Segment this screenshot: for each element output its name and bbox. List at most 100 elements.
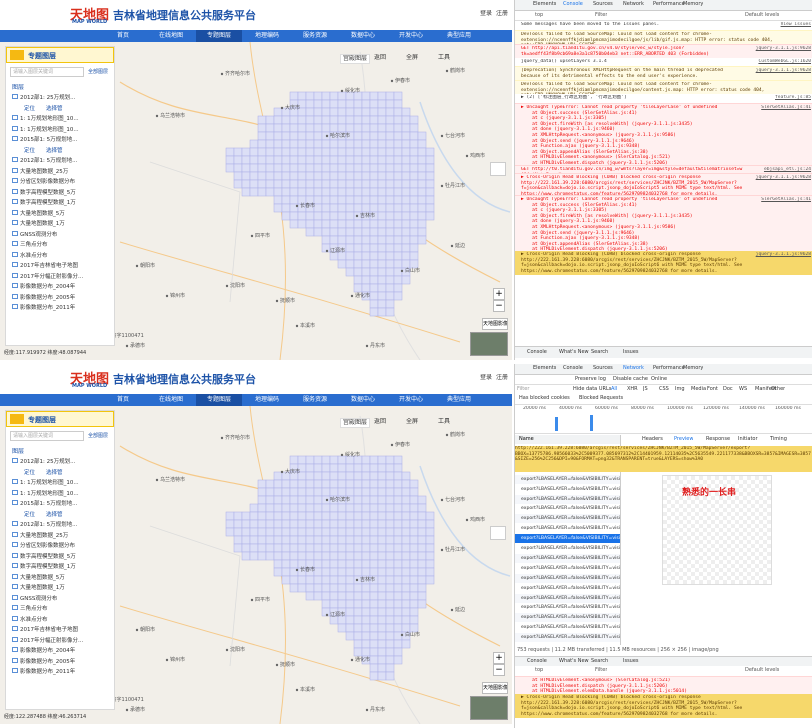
layer-checkbox[interactable] [12,167,18,173]
preview-tab[interactable]: Timing [770,436,787,442]
drawer-tab[interactable]: Console [527,658,547,664]
devtools-tab[interactable]: Elements [533,365,557,371]
layer-checkbox[interactable] [12,584,18,589]
header-link[interactable]: 注册 [496,374,509,381]
filter-option[interactable]: Doc [723,386,733,392]
preview-tab[interactable]: Initiator [738,436,758,442]
nav-item[interactable]: 开发中心 [398,396,423,403]
layer-action[interactable]: 选择管 [46,511,63,518]
layer-name[interactable]: 大量地图数据_1万 [20,221,65,227]
nav-item[interactable]: 数据中心 [350,396,375,403]
request-row[interactable]: export?LBASELAYER=false&VISIBILITY=visi.… [521,585,621,591]
layer-name[interactable]: 2017年吉林省电子地图 [20,627,78,633]
request-row[interactable]: export?LBASELAYER=false&VISIBILITY=visi.… [515,633,620,643]
devtools-tab[interactable]: Network [623,1,644,7]
drawer-tab[interactable]: What's New [559,658,589,664]
search-button[interactable]: 全部图层 [88,433,109,439]
layer-checkbox[interactable] [12,458,18,463]
layer-name[interactable]: 1: 1万规划地形图_10... [20,126,79,133]
nav-item[interactable]: 专题图层 [196,30,242,42]
layer-checkbox[interactable] [12,230,18,236]
request-row[interactable]: export?LBASELAYER=false&VISIBILITY=visi.… [521,526,621,532]
message-source[interactable]: jquery-3.1.1.js:9628 [755,252,811,257]
nav-item[interactable]: 在线地图 [158,32,183,39]
nav-item[interactable]: 服务资源 [302,396,327,403]
map-tool[interactable]: 工具 [438,418,451,425]
request-row[interactable]: export?LBASELAYER=false&VISIBILITY=visi.… [521,506,621,512]
drawer-tab[interactable]: Console [527,349,547,355]
zoom-out[interactable]: − [493,664,505,676]
map-tool[interactable]: 全屏 [406,418,419,425]
request-row[interactable]: export?LBASELAYER=false&VISIBILITY=visi.… [515,534,620,544]
nav-item[interactable]: 典型应用 [446,396,471,403]
layer-name[interactable]: 分省区划影像数据分布 [20,543,76,549]
request-row[interactable]: export?LBASELAYER=false&VISIBILITY=visi.… [515,613,620,623]
devtools-tab[interactable]: Performance [653,1,685,7]
layer-name[interactable]: 2012部1: 5万规划地... [20,158,78,164]
drawer-toolbar-item[interactable]: top [535,667,544,673]
nav-item[interactable]: 典型应用 [446,32,471,39]
zoom-in[interactable]: + [493,652,505,664]
layer-checkbox[interactable] [12,542,18,547]
map-tool[interactable]: 宫殿图层 [340,418,371,428]
devtools-tab[interactable]: Memory [683,365,704,371]
nav-item[interactable]: 服务资源 [302,32,327,39]
request-row[interactable]: export?LBASELAYER=false&VISIBILITY=visi.… [521,546,621,551]
layer-checkbox[interactable] [12,251,18,257]
filter-option[interactable]: WS [739,386,748,392]
layer-action[interactable]: 定位 [24,469,36,476]
layer-name[interactable]: 2017年分幅正射影像分... [20,273,84,280]
request-row[interactable]: export?LBASELAYER=false&VISIBILITY=visi.… [515,593,620,603]
layer-name[interactable]: 数字高程模型数据_1万 [20,564,76,570]
request-row[interactable]: export?LBASELAYER=false&VISIBILITY=visi.… [521,625,621,631]
layer-name[interactable]: 2017年分幅正射影像分... [20,637,84,644]
header-link[interactable]: 登录 [480,10,493,17]
request-row[interactable]: export?LBASELAYER=false&VISIBILITY=visi.… [515,573,620,583]
layer-checkbox[interactable] [12,552,18,558]
header-link[interactable]: 登录 [480,374,493,381]
layer-name[interactable]: 大量地图数据_25万 [20,168,69,175]
layer-checkbox[interactable] [12,241,18,246]
layer-checkbox[interactable] [12,605,18,610]
map-tool[interactable]: 工具 [438,54,451,61]
layer-checkbox[interactable] [12,573,18,579]
nav-item[interactable]: 首页 [116,32,129,39]
layer-checkbox[interactable] [12,199,18,204]
layer-checkbox[interactable] [12,304,18,309]
layer-action[interactable]: 定位 [24,105,36,112]
filter-check[interactable]: Has blocked cookies [519,395,570,401]
layer-group[interactable]: 图层 [12,448,25,455]
devtools-tab[interactable]: Memory [683,1,704,7]
header-link[interactable]: 注册 [496,10,509,17]
layer-name[interactable]: 影像数据分布_2011年 [20,669,76,675]
layer-checkbox[interactable] [12,272,18,278]
layer-name[interactable]: 影像数据分布_2004年 [20,648,76,654]
layer-checkbox[interactable] [12,479,18,484]
network-toolbar-item[interactable]: Online [651,376,668,382]
layer-name[interactable]: 2012部1: 25万规划... [20,95,76,101]
layer-checkbox[interactable] [12,563,18,568]
layer-name[interactable]: 影像数据分布_2005年 [20,658,76,665]
layer-checkbox[interactable] [12,115,18,120]
message-source[interactable]: CustomWebGL.js:1620 [758,59,811,64]
layer-checkbox[interactable] [12,283,18,288]
map-tool[interactable]: 宫殿图层 [340,54,371,64]
devtools-tab[interactable]: Sources [593,1,613,7]
drawer-tab[interactable]: Search [591,658,609,664]
layer-checkbox[interactable] [12,220,18,225]
filter-option[interactable]: Other [771,386,786,392]
filter-option[interactable]: JS [643,386,648,392]
map-control[interactable] [490,526,506,540]
zoom-out[interactable]: − [493,300,505,312]
map-tool[interactable]: 返回 [374,54,387,61]
map-tool[interactable]: 返回 [374,418,387,425]
filter-option[interactable]: Font [707,386,718,392]
devtools-tab[interactable]: Network [623,365,644,371]
layer-name[interactable]: 1: 1万规划地形图_10... [20,116,79,122]
request-row[interactable]: export?LBASELAYER=false&VISIBILITY=visi.… [521,486,621,492]
search-input[interactable]: 请输入图层关键词 [10,431,84,441]
nav-item[interactable]: 专题图层 [196,394,242,406]
request-row[interactable]: export?LBASELAYER=false&VISIBILITY=visi.… [515,553,620,563]
layer-checkbox[interactable] [12,594,18,600]
layer-name[interactable]: 三角点分布 [20,606,48,612]
